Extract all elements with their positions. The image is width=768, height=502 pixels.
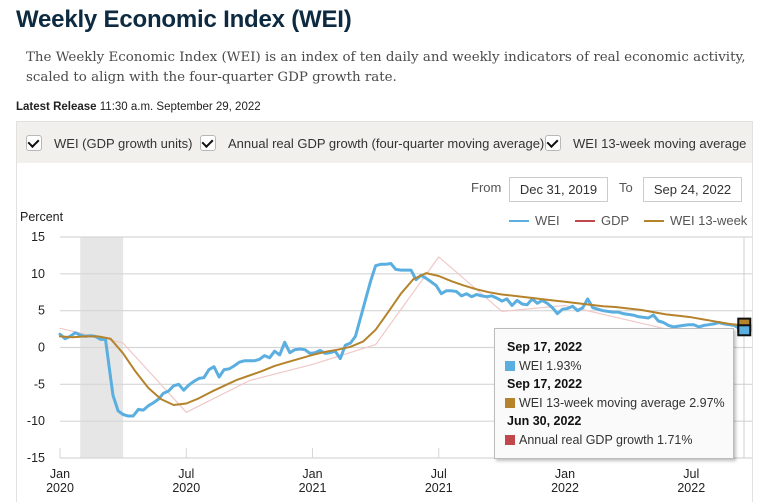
checkbox-wei-label: WEI (GDP growth units) (54, 135, 193, 151)
x-tick-month: Jan (302, 467, 322, 481)
release-value: 11:30 a.m. September 29, 2022 (99, 101, 261, 113)
x-tick-month: Jul (683, 467, 699, 481)
checkbox-wei13-label: WEI 13-week moving average (573, 135, 747, 151)
gdp-series-line (59, 256, 692, 413)
page-description: The Weekly Economic Index (WEI) is an in… (26, 50, 746, 85)
x-tick-month: Jul (178, 467, 194, 481)
legend-wei13-swatch (644, 219, 664, 222)
release-label: Latest Release (16, 101, 97, 113)
legend-wei-swatch (509, 219, 529, 222)
wei-series-line (58, 262, 746, 418)
y-tick-label: 10 (31, 267, 45, 281)
tooltip-date-wei13: Sep 17, 2022 (507, 377, 583, 391)
legend-wei-label: WEI (535, 213, 560, 228)
from-date-input[interactable]: Dec 31, 2019 (509, 177, 608, 202)
wei13-color-square-icon (505, 398, 515, 408)
wei13-series-line (59, 272, 746, 406)
checkmark-icon[interactable] (200, 135, 216, 151)
chart-tooltip: Sep 17, 2022 WEI 1.93% Sep 17, 2022 WEI … (494, 328, 734, 459)
tooltip-row-wei13: WEI 13-week moving average 2.97% (505, 396, 725, 410)
y-tick-label: -15 (27, 451, 45, 465)
wei-hover-marker (737, 324, 752, 337)
y-tick-label: 5 (38, 304, 45, 318)
legend-gdp-label: GDP (601, 213, 630, 228)
checkmark-icon[interactable] (545, 135, 561, 151)
x-tick-year: 2020 (46, 481, 74, 495)
latest-release: Latest Release 11:30 a.m. September 29, … (16, 101, 261, 113)
checkmark-icon[interactable] (26, 135, 42, 151)
x-tick-year: 2022 (551, 481, 579, 495)
checkbox-gdp-label: Annual real GDP growth (four-quarter mov… (228, 135, 545, 151)
y-tick-label: 0 (38, 341, 45, 355)
series-toggle-bar: WEI (GDP growth units) Annual real GDP g… (17, 122, 752, 163)
x-tick-year: 2021 (299, 481, 327, 495)
from-label: From (471, 180, 502, 195)
legend-gdp-swatch (575, 219, 595, 222)
checkbox-gdp[interactable]: Annual real GDP growth (four-quarter mov… (200, 135, 544, 151)
page-title: Weekly Economic Index (WEI) (16, 6, 352, 33)
x-tick-month: Jan (555, 467, 575, 481)
tooltip-date-wei: Sep 17, 2022 (507, 340, 583, 354)
legend-wei[interactable]: WEI (509, 213, 560, 228)
legend-gdp[interactable]: GDP (575, 213, 629, 228)
legend-wei13[interactable]: WEI 13-week (644, 213, 747, 228)
y-axis-label: Percent (20, 210, 64, 224)
wei-color-square-icon (505, 361, 515, 371)
gdp-color-square-icon (505, 435, 515, 445)
x-tick-year: 2021 (425, 481, 453, 495)
x-tick-month: Jul (431, 467, 447, 481)
checkbox-wei13[interactable]: WEI 13-week moving average (545, 135, 746, 151)
to-date-input[interactable]: Sep 24, 2022 (643, 177, 742, 202)
y-tick-label: 15 (31, 230, 45, 244)
tooltip-row-wei: WEI 1.93% (505, 359, 582, 373)
legend-wei13-label: WEI 13-week (670, 213, 748, 228)
chart-panel: WEI (GDP growth units) Annual real GDP g… (16, 121, 753, 502)
y-tick-label: -5 (34, 377, 45, 391)
to-label: To (619, 180, 633, 195)
y-tick-label: -10 (27, 414, 45, 428)
tooltip-wei-value: WEI 1.93% (519, 359, 582, 373)
tooltip-row-gdp: Annual real GDP growth 1.71% (505, 433, 692, 447)
checkbox-wei[interactable]: WEI (GDP growth units) (26, 135, 192, 151)
tooltip-wei13-value: WEI 13-week moving average 2.97% (519, 396, 725, 410)
tooltip-date-gdp: Jun 30, 2022 (507, 414, 582, 428)
x-tick-month: Jan (50, 467, 70, 481)
x-tick-year: 2022 (677, 481, 705, 495)
x-tick-year: 2020 (172, 481, 200, 495)
tooltip-gdp-value: Annual real GDP growth 1.71% (519, 433, 693, 447)
